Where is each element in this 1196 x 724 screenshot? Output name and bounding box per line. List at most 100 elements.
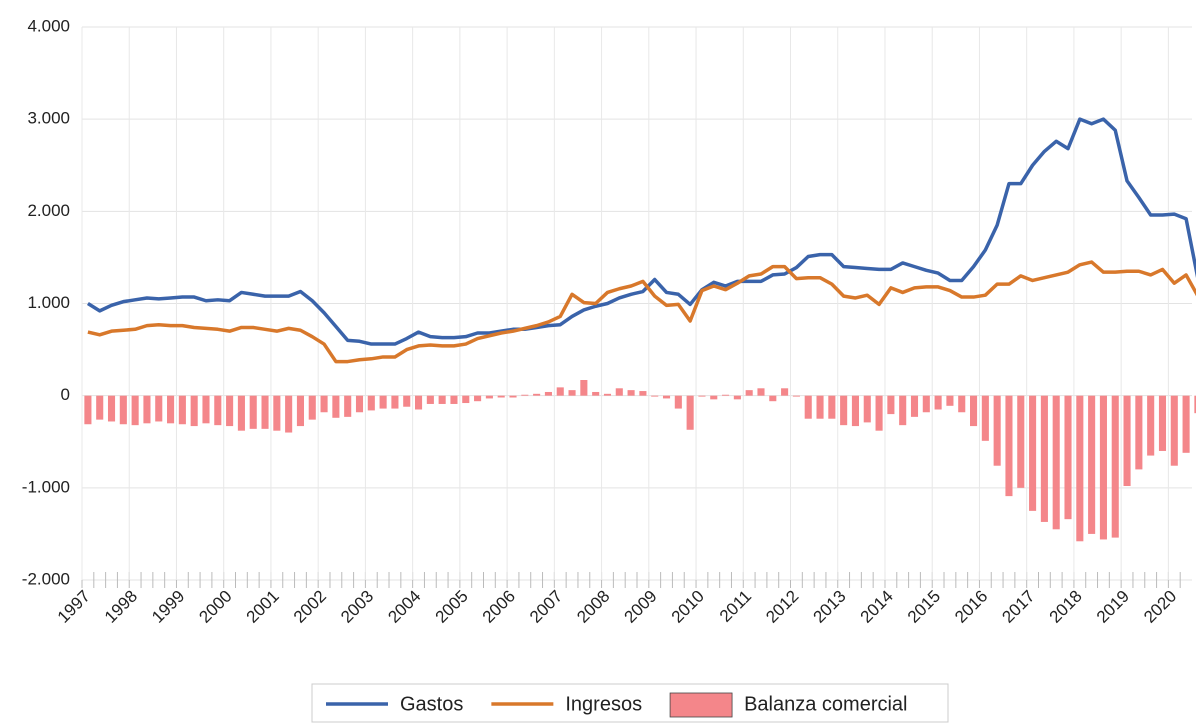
bar: [674, 395, 682, 409]
bar: [1182, 395, 1190, 453]
bar: [119, 395, 127, 425]
line: [87, 260, 1196, 364]
bar: [970, 395, 978, 427]
y-tick-label: 0: [61, 385, 70, 404]
y-tick-label: 2.000: [27, 201, 70, 220]
bar: [603, 393, 612, 396]
line: [86, 117, 1196, 346]
bar: [1147, 395, 1155, 456]
bar: [415, 395, 423, 410]
x-tick-label: 2017: [998, 587, 1038, 627]
legend-box: [311, 683, 949, 723]
bar: [568, 390, 576, 396]
bar: [1076, 395, 1084, 542]
bar: [958, 395, 966, 413]
bar: [792, 395, 800, 397]
bar: [285, 395, 293, 433]
bar: [84, 395, 92, 425]
bar: [863, 395, 871, 423]
bar: [1040, 395, 1048, 522]
bar: [226, 395, 234, 427]
bar: [367, 395, 375, 411]
x-tick-label: 2007: [526, 587, 566, 627]
bar: [1088, 395, 1096, 534]
bar: [804, 395, 812, 419]
y-tick-label: 4.000: [27, 16, 70, 35]
bar: [96, 395, 104, 420]
bar: [710, 395, 718, 400]
bar: [533, 393, 541, 396]
bar: [249, 395, 257, 429]
bar: [899, 395, 907, 426]
legend-swatch: [669, 692, 733, 718]
legend-label: Gastos: [400, 693, 463, 715]
bar: [851, 395, 859, 427]
bar: [698, 395, 706, 397]
x-tick-label: 2013: [809, 587, 849, 627]
bar: [946, 395, 954, 406]
bar: [155, 395, 163, 422]
bar: [355, 395, 364, 413]
y-tick-label: -2.000: [22, 569, 70, 588]
bar: [828, 395, 836, 419]
x-tick-label: 2004: [384, 587, 424, 627]
bar: [840, 395, 848, 426]
bar: [580, 379, 588, 396]
bar: [1170, 395, 1178, 466]
bar: [1017, 395, 1025, 488]
bar: [438, 395, 446, 404]
x-tick-label: 2006: [479, 587, 519, 627]
x-tick-label: 2020: [1140, 587, 1180, 627]
x-tick-label: 2003: [337, 587, 377, 627]
bar: [190, 395, 198, 427]
bar: [403, 395, 411, 407]
bar: [686, 395, 694, 430]
bar: [745, 390, 753, 396]
x-tick-label: 2016: [951, 587, 991, 627]
bar: [887, 395, 895, 415]
bar: [391, 395, 399, 409]
x-tick-label: 2011: [716, 587, 755, 626]
bar: [1029, 395, 1037, 511]
bar: [993, 395, 1001, 466]
bar: [462, 395, 470, 404]
x-tick-label: 2014: [857, 587, 897, 627]
y-tick-label: -1.000: [22, 477, 70, 496]
bar: [544, 391, 552, 396]
x-tick-label: 2010: [668, 587, 708, 627]
bar: [485, 395, 493, 399]
bar: [379, 395, 387, 409]
bar: [261, 395, 269, 429]
bar: [202, 395, 210, 424]
bar: [934, 395, 942, 410]
bar: [722, 394, 730, 396]
y-tick-label: 3.000: [27, 109, 70, 128]
x-tick-label: 2005: [432, 587, 472, 627]
bar: [497, 395, 505, 398]
bar: [143, 395, 151, 424]
bar: [922, 395, 930, 413]
bar: [178, 395, 186, 425]
bar: [1194, 395, 1196, 414]
bar: [474, 395, 482, 402]
bar: [981, 395, 989, 441]
bar: [1099, 395, 1107, 540]
bar: [1052, 395, 1060, 530]
bar: [639, 391, 647, 396]
bar: [1135, 395, 1143, 470]
x-tick-label: 2009: [621, 587, 661, 627]
bar: [344, 395, 352, 417]
bar: [296, 395, 304, 427]
x-tick-label: 2000: [195, 587, 235, 627]
x-tick-label: 1998: [101, 587, 141, 627]
y-tick-label: 1.000: [27, 293, 70, 312]
bar: [509, 395, 517, 398]
bar: [627, 390, 635, 396]
legend: Gastos Ingresos Balanza comercial: [311, 683, 949, 723]
x-tick-label: 1997: [54, 587, 94, 627]
bar: [131, 395, 139, 426]
bar: [781, 388, 789, 396]
bar: [615, 388, 623, 396]
x-tick-label: 1999: [148, 587, 188, 627]
